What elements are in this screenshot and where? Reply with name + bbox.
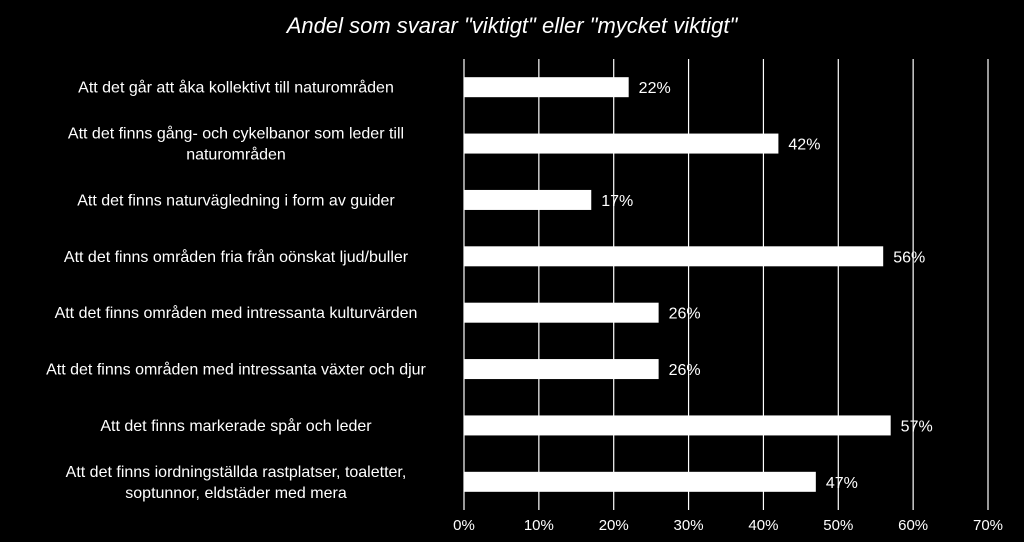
data-label: 42% [788,137,820,154]
data-label: 26% [669,306,701,323]
bar [464,359,659,380]
category-label: Att det finns områden fria från oönskat … [64,248,409,266]
x-tick-label: 40% [748,517,778,534]
category-label: Att det finns naturvägledning i form av … [77,192,395,209]
category-label: Att det går att åka kollektivt till natu… [78,79,394,97]
bar [464,133,779,154]
chart-title: Andel som svarar "viktigt" eller "mycket… [285,13,739,38]
category-label: Att det finns områden med intressanta ku… [55,304,418,322]
x-axis-ticks: 0% 10% 20% 30% 40% 50% 60% 70% [453,517,1003,534]
bar [464,77,629,98]
bar [464,246,884,267]
bar [464,471,816,492]
data-label: 47% [826,475,858,492]
bar [464,415,891,436]
x-tick-label: 10% [524,517,554,534]
x-tick-label: 60% [898,517,928,534]
data-label: 56% [893,249,925,266]
data-label: 57% [901,418,933,435]
category-label: Att det finns markerade spår och leder [100,417,372,435]
bar [464,302,659,323]
category-label: Att det finns gång- och cykelbanor som l… [68,125,404,164]
x-tick-label: 50% [823,517,853,534]
category-labels: Att det går att åka kollektivt till natu… [46,79,426,502]
data-label: 22% [639,80,671,97]
category-label: Att det finns iordningställda rastplatse… [66,464,407,502]
bar [464,189,592,210]
x-tick-label: 20% [599,517,629,534]
bars: 22% 42% 17% 56% 26% 26% 57% 47% [464,77,933,492]
data-label: 26% [669,362,701,379]
x-tick-label: 30% [674,517,704,534]
x-tick-label: 70% [973,517,1003,534]
x-tick-label: 0% [453,517,475,534]
gridlines [463,59,989,510]
category-label: Att det finns områden med intressanta vä… [46,361,426,379]
data-label: 17% [601,193,633,210]
